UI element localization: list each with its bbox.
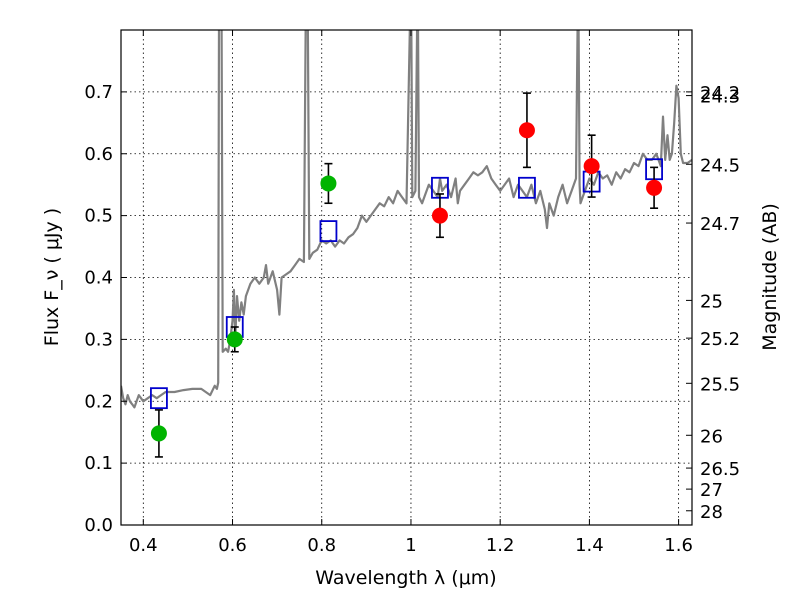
green-data-point bbox=[150, 425, 167, 442]
green-data-point bbox=[320, 175, 337, 192]
y2-axis-label: Magnitude (AB) bbox=[759, 203, 781, 351]
x-tick-label: 0.4 bbox=[129, 535, 158, 556]
x-tick-label: 1.4 bbox=[575, 535, 604, 556]
mag-tick-label: 28 bbox=[700, 502, 723, 523]
y-axis-label: Flux F_ν ( μJy ) bbox=[41, 208, 63, 346]
y-tick-label: 0.5 bbox=[84, 206, 113, 227]
mag-tick-label: 24.5 bbox=[700, 155, 740, 176]
mag-tick-label: 27 bbox=[700, 480, 723, 501]
x-tick-label: 1.6 bbox=[664, 535, 693, 556]
y-tick-label: 0.0 bbox=[84, 515, 113, 536]
x-tick-label: 1 bbox=[405, 535, 416, 556]
model-square-marker bbox=[150, 387, 168, 410]
spectrum-line bbox=[121, 30, 692, 409]
mag-tick-label: 25.5 bbox=[700, 374, 740, 395]
red-data-point bbox=[518, 122, 535, 139]
red-data-point bbox=[646, 179, 663, 196]
mag-tick-label: 24.3 bbox=[700, 87, 740, 108]
mag-tick-label: 24.2 bbox=[700, 83, 740, 104]
y-tick-label: 0.3 bbox=[84, 329, 113, 350]
model-square-marker bbox=[518, 176, 536, 199]
green-data-point bbox=[226, 331, 243, 348]
mag-tick-label: 26.5 bbox=[700, 459, 740, 480]
y-tick-label: 0.4 bbox=[84, 268, 113, 289]
x-axis-label: Wavelength λ (μm) bbox=[315, 567, 496, 589]
mag-tick-label: 25.2 bbox=[700, 329, 740, 350]
x-tick-label: 0.6 bbox=[218, 535, 247, 556]
mag-tick-label: 26 bbox=[700, 426, 723, 447]
y-tick-label: 0.1 bbox=[84, 453, 113, 474]
red-data-point bbox=[431, 207, 448, 224]
y-tick-label: 0.6 bbox=[84, 144, 113, 165]
model-square-marker bbox=[319, 220, 338, 242]
x-tick-label: 0.8 bbox=[307, 535, 336, 556]
mag-tick-label: 24.7 bbox=[700, 214, 740, 235]
mag-tick-label: 25 bbox=[700, 291, 723, 312]
y-tick-label: 0.2 bbox=[84, 391, 113, 412]
x-tick-label: 1.2 bbox=[486, 535, 515, 556]
y-tick-label: 0.7 bbox=[84, 82, 113, 103]
red-data-point bbox=[583, 158, 600, 175]
